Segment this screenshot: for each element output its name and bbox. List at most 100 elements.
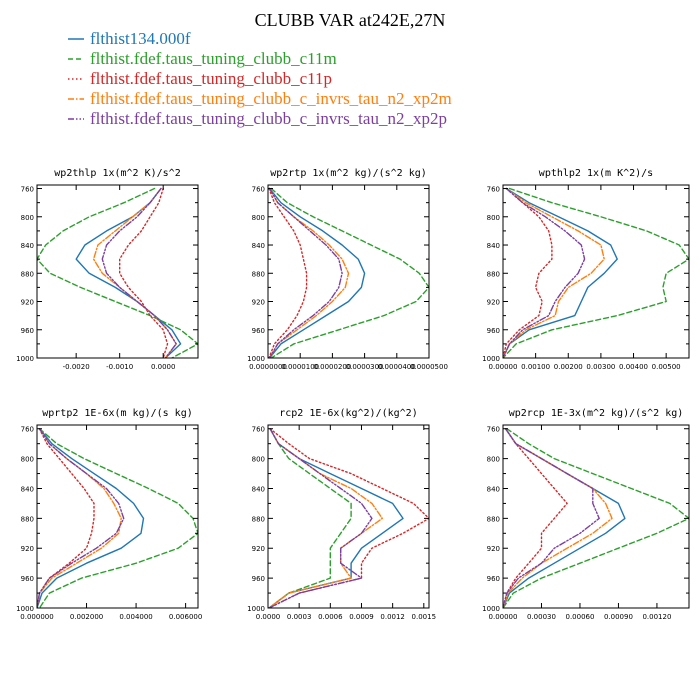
series-line [268, 187, 343, 358]
x-tick-label: 0.0000 [151, 363, 176, 371]
y-tick-label: 960 [487, 327, 500, 335]
panel-grid: wp2thlp 1x(m^2 K)/s^2 760 800 840 880 920 960 1… [16, 168, 690, 621]
x-tick-label: 0.004000 [119, 613, 152, 621]
y-tick-label: 1000 [16, 355, 34, 363]
legend-entry: flthist.fdef.taus_tuning_clubb_c11p [68, 69, 332, 88]
y-tick-label: 840 [21, 242, 34, 250]
x-tick-label: -0.0020 [63, 363, 90, 371]
legend-entry: flthist.fdef.taus_tuning_clubb_c_invrs_t… [68, 89, 452, 108]
series-line [75, 187, 182, 358]
x-tick-label: 0.0006 [318, 613, 343, 621]
y-tick-label: 880 [487, 515, 500, 523]
series-lines [503, 187, 689, 358]
legend-label: flthist.fdef.taus_tuning_clubb_c_invrs_t… [90, 89, 452, 108]
y-tick-label: 1000 [482, 355, 500, 363]
panel: wpthlp2 1x(m K^2)/s 760 800 840 880 920 960 100… [482, 168, 690, 371]
x-tick-label: 0.0015 [412, 613, 437, 621]
series-line [268, 187, 366, 358]
y-tick-label: 760 [21, 186, 34, 194]
y-tick-label: 880 [21, 515, 34, 523]
series-line [268, 428, 373, 608]
y-tick-label: 840 [21, 485, 34, 493]
y-tick-label: 840 [487, 485, 500, 493]
x-tick-label: 0.00090 [604, 613, 633, 621]
y-tick-label: 880 [252, 515, 265, 523]
y-tick-label: 840 [252, 242, 265, 250]
x-tick-label: 0.000000 [20, 613, 53, 621]
series-line [503, 187, 689, 358]
legend-label: flthist.fdef.taus_tuning_clubb_c_invrs_t… [90, 109, 447, 128]
x-tick-label: 0.00000 [489, 613, 518, 621]
y-tick-label: 880 [21, 270, 34, 278]
x-tick-label: 0.00030 [527, 613, 556, 621]
x-tick-label: 0.0000400 [378, 363, 416, 371]
y-tick-label: 840 [487, 242, 500, 250]
plot-frame [267, 184, 430, 359]
x-tick-label: 0.00000 [489, 363, 518, 371]
y-tick-label: 800 [487, 214, 500, 222]
x-tick-label: 0.00200 [554, 363, 583, 371]
panel-title: wprtp2 1E-6x(m kg)/(s kg) [42, 408, 193, 419]
panel: wprtp2 1E-6x(m kg)/(s kg) 760 800 840 880 920… [16, 408, 202, 621]
x-tick-label: 0.0000300 [346, 363, 384, 371]
x-tick-label: 0.00400 [619, 363, 648, 371]
series-line [37, 187, 198, 358]
y-tick-label: 800 [252, 214, 265, 222]
y-tick-label: 1000 [247, 605, 265, 613]
series-lines [37, 187, 198, 358]
plot-frame [36, 424, 199, 609]
panel-title: wp2thlp 1x(m^2 K)/s^2 [54, 168, 180, 179]
y-tick-label: 760 [252, 426, 265, 434]
panel-title: rcp2 1E-6x(kg^2)/(kg^2) [279, 408, 417, 419]
x-tick-label: 0.00100 [521, 363, 550, 371]
y-tick-label: 800 [487, 456, 500, 464]
x-tick-label: 0.00120 [642, 613, 671, 621]
series-line [37, 428, 95, 608]
y-tick-label: 800 [21, 214, 34, 222]
series-line [268, 428, 352, 608]
y-tick-label: 920 [252, 299, 265, 307]
series-line [268, 428, 383, 608]
series-line [270, 187, 429, 358]
y-tick-label: 920 [21, 545, 34, 553]
panel: rcp2 1E-6x(kg^2)/(kg^2) 760 800 840 880 920 96… [247, 408, 436, 621]
series-line [503, 428, 626, 608]
x-tick-label: 0.0012 [380, 613, 405, 621]
series-line [503, 187, 586, 358]
y-tick-label: 1000 [482, 605, 500, 613]
x-tick-label: 0.0000500 [410, 363, 448, 371]
panel: wp2rtp 1x(m^2 kg)/(s^2 kg) 760 800 840 880 92… [247, 168, 448, 371]
y-tick-label: 960 [487, 575, 500, 583]
series-line [101, 187, 177, 358]
x-tick-label: 0.0000200 [313, 363, 351, 371]
series-lines [37, 428, 198, 608]
series-line [503, 187, 605, 358]
x-tick-label: 0.002000 [70, 613, 103, 621]
legend-label: flthist134.000f [90, 29, 191, 48]
y-tick-label: 800 [252, 456, 265, 464]
y-tick-label: 920 [487, 299, 500, 307]
x-tick-label: -0.0010 [106, 363, 133, 371]
series-line [503, 428, 689, 608]
y-tick-label: 920 [252, 545, 265, 553]
y-tick-label: 880 [252, 270, 265, 278]
y-tick-label: 1000 [16, 605, 34, 613]
panel-title: wp2rtp 1x(m^2 kg)/(s^2 kg) [270, 168, 427, 179]
legend-entry: flthist.fdef.taus_tuning_clubb_c11m [68, 49, 337, 68]
plot-frame [36, 184, 199, 359]
y-tick-label: 760 [21, 426, 34, 434]
series-line [503, 187, 553, 358]
y-tick-label: 960 [252, 327, 265, 335]
series-line [37, 428, 145, 608]
x-tick-label: 0.0000000 [249, 363, 287, 371]
series-line [37, 428, 125, 608]
x-tick-label: 0.0009 [349, 613, 374, 621]
y-tick-label: 960 [21, 327, 34, 335]
plot-frame [267, 424, 430, 609]
y-tick-label: 920 [21, 299, 34, 307]
x-tick-label: 0.00060 [565, 613, 594, 621]
x-tick-label: 0.0000100 [281, 363, 319, 371]
series-line [503, 428, 613, 608]
series-line [503, 428, 568, 608]
